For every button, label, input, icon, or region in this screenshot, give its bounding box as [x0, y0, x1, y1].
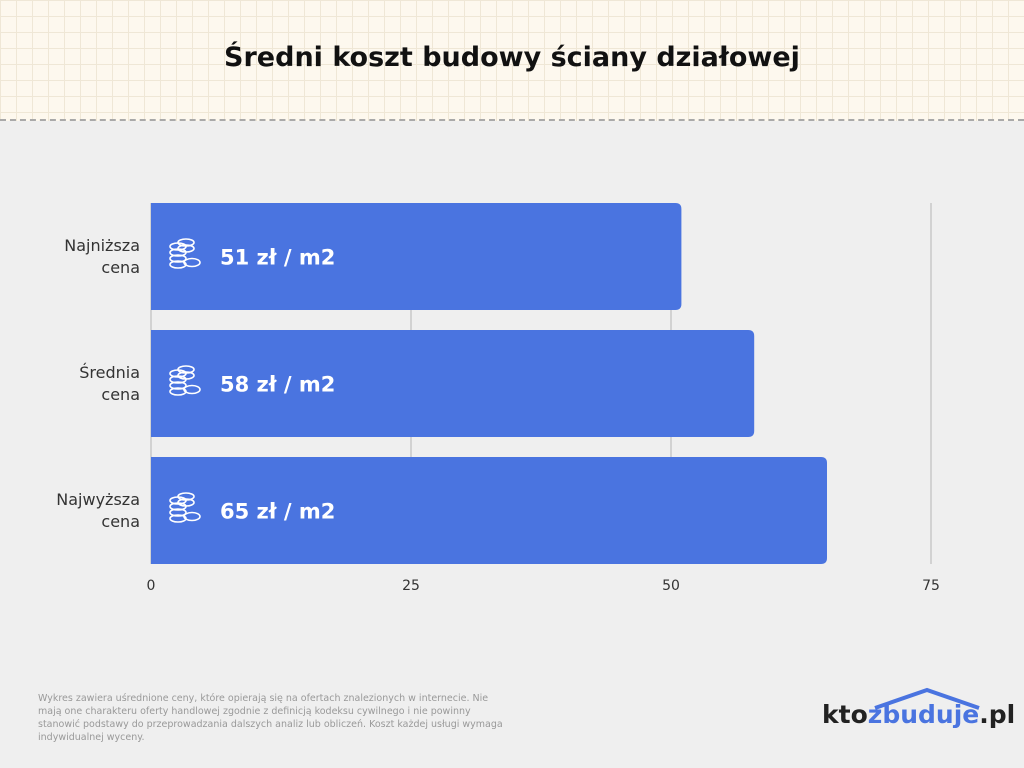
coin-icon: [183, 384, 201, 395]
chart-title: Średni koszt budowy ściany działowej: [224, 42, 800, 73]
y-tick-label: Średnia cena: [79, 362, 140, 404]
coin-icon: [177, 498, 195, 507]
icon: [169, 365, 201, 396]
x-tick-label: 50: [662, 578, 680, 594]
coin-icon: [169, 254, 187, 263]
icon: [169, 238, 201, 269]
logo-part: .pl: [979, 700, 1016, 729]
coin-icon: [183, 257, 201, 268]
header: Średni koszt budowy ściany działowej: [0, 0, 1024, 121]
value-label: 51 zł / m2: [220, 246, 335, 270]
coin-icon: [177, 365, 195, 374]
logo-roof: [874, 687, 980, 710]
logo: ktozbuduje.pl: [822, 687, 1016, 729]
y-tick-label: Najwyższa cena: [56, 489, 140, 531]
coin-icon: [183, 511, 201, 522]
coin-icon: [169, 381, 187, 390]
value-label: 58 zł / m2: [220, 373, 335, 397]
coin-icon: [177, 244, 195, 253]
x-tick-label: 25: [402, 578, 420, 594]
coin-icon: [177, 492, 195, 501]
value-label: 65 zł / m2: [220, 500, 335, 524]
bar: [151, 203, 682, 310]
coin-icon: [169, 508, 187, 517]
x-tick-label: 75: [922, 578, 940, 594]
icon: [169, 492, 201, 523]
footnote: Wykres zawiera uśrednione ceny, które op…: [38, 693, 503, 743]
bar: [151, 457, 827, 564]
coin-icon: [177, 238, 195, 247]
x-tick-label: 0: [147, 578, 156, 594]
coin-icon: [177, 371, 195, 380]
y-tick-label: Najniższa cena: [64, 235, 140, 277]
logo-part: kto: [822, 700, 868, 729]
bar: [151, 330, 755, 437]
